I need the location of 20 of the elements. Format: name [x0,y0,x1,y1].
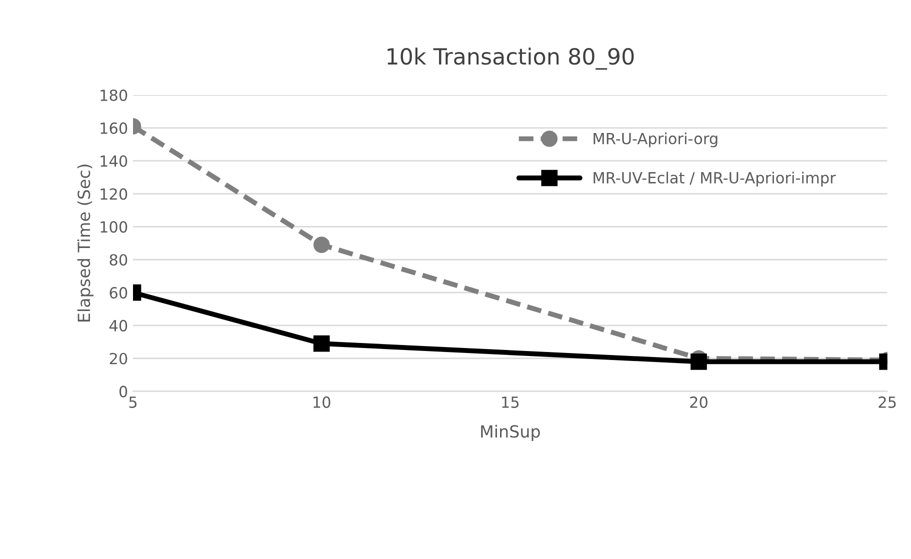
x-tick-label: 5 [129,396,137,408]
legend-label: MR-U-Apriori-org [594,132,718,148]
x-tick-label: 15 [502,396,519,408]
y-tick-label: 0 [119,386,128,398]
y-tick-label: 80 [110,254,128,266]
legend-label: MR-UV-Eclat / MR-U-Apriori-impr [594,172,836,186]
x-tick-label: 10 [314,396,330,408]
y-axis-title: Elapsed Time (Sec) [77,164,94,322]
x-tick-label: 25 [878,396,896,408]
x-tick-label: 20 [690,396,708,408]
y-tick-label: 100 [100,221,128,233]
y-tick-label: 180 [100,89,128,102]
x-axis-title: MinSup [481,424,540,441]
y-tick-label: 140 [100,155,128,167]
y-tick-label: 120 [100,188,128,200]
y-tick-label: 20 [110,352,128,364]
y-tick-label: 160 [100,122,128,134]
chart-title: 10k Transaction 80_90 [388,48,634,70]
y-tick-label: 60 [110,287,128,299]
y-tick-label: 40 [109,320,128,332]
